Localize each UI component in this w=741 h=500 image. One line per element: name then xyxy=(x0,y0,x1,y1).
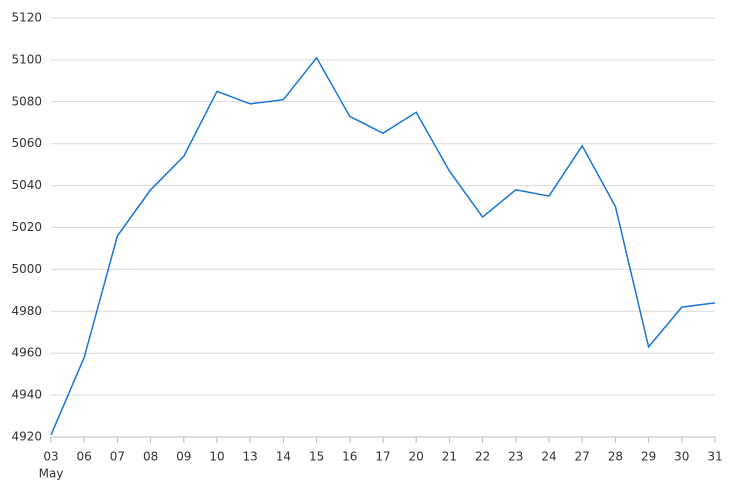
y-tick-label: 5000 xyxy=(11,262,42,276)
x-tick-label: 13 xyxy=(243,450,258,464)
x-tick-label: 28 xyxy=(608,450,623,464)
x-tick-label: 10 xyxy=(209,450,224,464)
x-tick-label: 07 xyxy=(110,450,125,464)
x-tick-label: 21 xyxy=(442,450,457,464)
line-series xyxy=(50,56,716,436)
x-tick-label: 08 xyxy=(143,450,158,464)
x-tick-label: 20 xyxy=(409,450,424,464)
x-tick-label: 09 xyxy=(176,450,191,464)
x-tick-label: 30 xyxy=(674,450,689,464)
x-tick-label: 15 xyxy=(309,450,324,464)
x-tick-label: 27 xyxy=(575,450,590,464)
y-tick-label: 4960 xyxy=(11,346,42,360)
y-tick-label: 4940 xyxy=(11,388,42,402)
x-tick-label: 29 xyxy=(641,450,656,464)
y-tick-label: 4920 xyxy=(11,430,42,444)
x-tick-label: 06 xyxy=(77,450,92,464)
x-tick-label: 23 xyxy=(508,450,523,464)
y-tick-label: 5080 xyxy=(11,94,42,108)
x-tick-label: 14 xyxy=(276,450,291,464)
y-tick-label: 4980 xyxy=(11,304,42,318)
y-tick-label: 5020 xyxy=(11,220,42,234)
x-tick-label: 24 xyxy=(541,450,556,464)
y-tick-label: 5100 xyxy=(11,52,42,66)
y-tick-label: 5060 xyxy=(11,136,42,150)
y-tick-label: 5040 xyxy=(11,178,42,192)
x-tick-label: 22 xyxy=(475,450,490,464)
x-tick-label: 16 xyxy=(342,450,357,464)
x-tick-label: 17 xyxy=(375,450,390,464)
y-tick-label: 5120 xyxy=(11,11,42,25)
x-tick-label: 31 xyxy=(707,450,722,464)
month-label: May xyxy=(39,467,64,481)
x-tick-label: 03 xyxy=(43,450,58,464)
